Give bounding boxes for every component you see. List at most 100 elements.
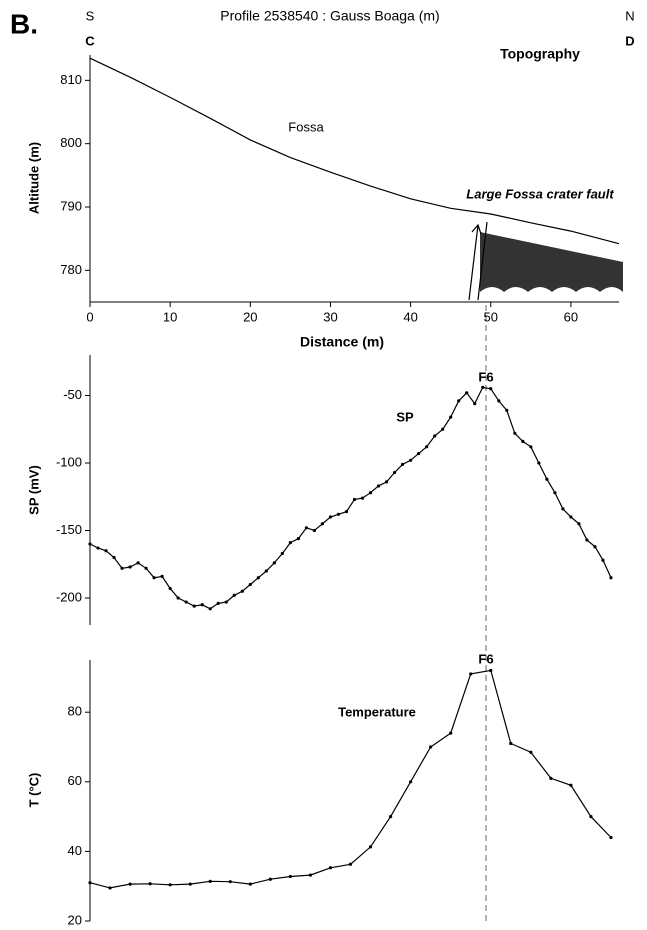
y-tick-label: -150 — [56, 522, 82, 537]
point — [160, 574, 164, 579]
point — [589, 815, 593, 819]
point — [545, 477, 549, 481]
point — [148, 882, 152, 886]
line — [89, 669, 612, 889]
point — [585, 538, 589, 542]
point — [601, 558, 605, 562]
point — [224, 600, 228, 604]
point — [288, 874, 292, 879]
point — [409, 780, 413, 784]
point — [368, 845, 373, 849]
point — [168, 586, 172, 591]
y-tick-label: -200 — [56, 589, 82, 604]
point — [176, 596, 180, 600]
point — [549, 776, 553, 780]
annotation: Large Fossa crater fault — [466, 186, 614, 201]
point — [553, 491, 557, 495]
y-tick-label: -100 — [56, 454, 82, 469]
title: Profile 2538540 : Gauss Boaga (m) — [220, 8, 439, 24]
y-axis-label: T (°C) — [26, 773, 41, 808]
fault-arrow — [468, 223, 482, 301]
point — [425, 445, 429, 449]
point — [268, 877, 272, 881]
point — [336, 512, 341, 516]
point — [296, 537, 300, 541]
point — [388, 815, 393, 819]
point — [228, 880, 232, 884]
point — [272, 561, 276, 565]
y-tick-label: 80 — [68, 704, 82, 719]
annotation: Topography — [500, 46, 580, 62]
y-tick-label: 780 — [60, 262, 82, 277]
point — [417, 451, 421, 456]
fault-block — [480, 232, 623, 292]
point — [120, 566, 124, 570]
point — [88, 542, 92, 546]
point — [569, 515, 573, 519]
point — [152, 576, 156, 580]
point — [609, 835, 613, 840]
point — [288, 541, 292, 545]
point — [144, 566, 148, 570]
point — [188, 882, 192, 886]
point — [248, 582, 252, 587]
point — [521, 439, 525, 443]
point — [433, 434, 437, 438]
y-tick-label: 800 — [60, 135, 82, 150]
point — [509, 741, 513, 746]
x-tick-label: 20 — [243, 309, 257, 324]
point — [513, 431, 517, 435]
x-axis-label: Distance (m) — [300, 334, 384, 350]
point — [376, 484, 381, 488]
y-tick-label: 40 — [68, 843, 82, 858]
point — [264, 569, 268, 573]
point — [232, 593, 236, 597]
point — [320, 522, 325, 526]
point — [400, 462, 405, 466]
point — [505, 408, 509, 412]
x-tick-label: 50 — [484, 309, 498, 324]
y-tick-label: -50 — [63, 387, 82, 402]
left-end: C — [85, 33, 95, 48]
panel-label: B. — [10, 8, 38, 39]
point — [104, 549, 108, 553]
y-axis-label: Altitude (m) — [26, 142, 41, 214]
point — [537, 461, 541, 465]
point — [561, 507, 565, 511]
point — [384, 480, 389, 484]
point — [577, 522, 581, 526]
point — [128, 565, 132, 569]
annotation: F6 — [478, 651, 493, 666]
right-end: D — [625, 33, 634, 48]
y-tick-label: 60 — [68, 773, 82, 788]
point — [88, 881, 92, 885]
point — [473, 402, 477, 406]
annotation: SP — [396, 409, 414, 424]
y-axis-label: SP (mV) — [26, 465, 41, 515]
point — [108, 886, 112, 890]
point — [96, 546, 100, 550]
annotation: Fossa — [288, 119, 324, 134]
point — [216, 601, 220, 606]
point — [569, 783, 573, 787]
point — [497, 399, 501, 403]
point — [328, 866, 333, 870]
point — [481, 385, 485, 389]
annotation: Temperature — [338, 704, 416, 719]
point — [593, 545, 597, 549]
point — [348, 862, 353, 866]
point — [465, 391, 469, 395]
y-tick-label: 810 — [60, 72, 82, 87]
point — [200, 603, 204, 607]
point — [529, 750, 533, 754]
line — [89, 57, 620, 245]
point — [392, 470, 397, 475]
point — [312, 528, 317, 533]
x-tick-label: 60 — [564, 309, 578, 324]
point — [529, 445, 533, 449]
point — [344, 510, 349, 514]
point — [304, 526, 309, 530]
point — [449, 731, 453, 735]
fault-trace — [477, 221, 488, 301]
